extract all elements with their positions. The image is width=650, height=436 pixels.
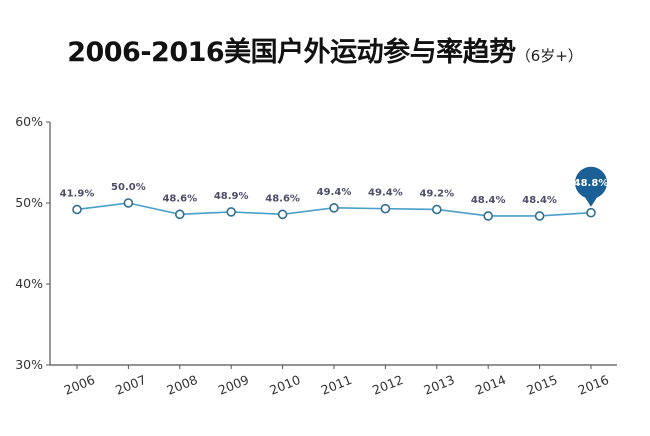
x-tick-label: 2014 <box>473 372 508 398</box>
y-tick-label: 40% <box>15 276 43 291</box>
data-label: 49.2% <box>419 188 454 199</box>
data-point <box>72 204 82 215</box>
data-point <box>175 209 185 220</box>
data-label: 49.4% <box>368 188 403 199</box>
x-tick-label: 2010 <box>267 372 302 398</box>
x-tick-label: 2012 <box>370 372 405 398</box>
highlight-callout-pointer <box>584 195 598 207</box>
x-tick-label: 2007 <box>113 372 148 398</box>
data-label: 48.4% <box>522 195 557 206</box>
x-tick-label: 2006 <box>62 372 97 398</box>
data-label: 41.9% <box>60 188 95 199</box>
x-tick-label: 2009 <box>216 372 251 398</box>
chart-title: 2006-2016美国户外运动参与率趋势（6岁+） <box>0 30 650 69</box>
data-point <box>226 207 236 217</box>
data-label: 50.0% <box>111 182 146 193</box>
x-tick-label: 2013 <box>422 372 457 398</box>
x-tick-label: 2011 <box>319 372 354 398</box>
data-point <box>431 204 442 215</box>
y-tick-label: 30% <box>15 357 43 372</box>
x-tick-label: 2008 <box>165 372 200 398</box>
data-label: 48.8% <box>574 178 609 189</box>
data-point <box>534 211 545 221</box>
chart-subtitle: （6岁+） <box>515 47 583 65</box>
data-point <box>123 198 134 208</box>
data-label: 48.9% <box>214 191 249 202</box>
data-point <box>483 211 494 221</box>
data-point <box>586 207 596 218</box>
x-tick-label: 2015 <box>524 372 559 398</box>
chart-title-text: 2006-2016美国户外运动参与率趋势 <box>67 37 516 68</box>
data-label: 48.6% <box>162 193 197 204</box>
data-label: 49.4% <box>317 187 352 198</box>
x-tick-label: 2016 <box>576 372 611 398</box>
y-tick-label: 60% <box>15 114 43 129</box>
data-point <box>329 203 339 213</box>
y-tick-label: 50% <box>15 195 43 210</box>
data-label: 48.4% <box>471 195 506 206</box>
data-point <box>277 209 288 220</box>
highlight-callout-bubble <box>575 166 607 199</box>
data-label: 48.6% <box>265 193 300 204</box>
data-point <box>380 203 391 214</box>
highlight-callout: 48.8% <box>574 166 609 207</box>
